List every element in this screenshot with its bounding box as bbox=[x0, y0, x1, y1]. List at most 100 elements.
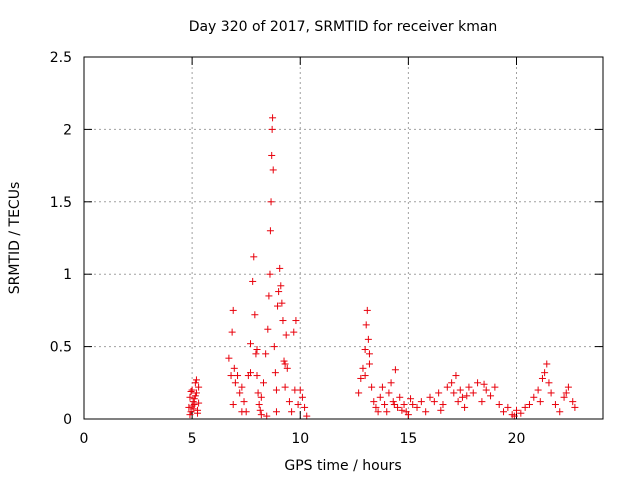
y-tick-label: 0 bbox=[63, 412, 72, 428]
data-point bbox=[521, 403, 529, 411]
y-tick-label: 1 bbox=[63, 267, 72, 283]
data-point bbox=[278, 299, 286, 307]
data-point bbox=[361, 345, 369, 353]
data-point bbox=[301, 403, 309, 411]
data-point bbox=[231, 379, 239, 387]
data-point bbox=[422, 408, 430, 416]
data-point bbox=[250, 253, 258, 261]
data-point bbox=[359, 364, 367, 372]
data-point bbox=[478, 398, 486, 406]
x-tick-label: 5 bbox=[188, 431, 197, 447]
data-point bbox=[543, 360, 551, 368]
x-tick-label: 10 bbox=[291, 431, 309, 447]
data-point bbox=[240, 398, 248, 406]
data-point bbox=[394, 403, 402, 411]
data-point bbox=[292, 317, 300, 325]
data-point bbox=[454, 398, 462, 406]
data-point bbox=[253, 372, 261, 380]
data-point bbox=[413, 403, 421, 411]
data-point bbox=[355, 389, 363, 397]
data-point bbox=[276, 264, 284, 272]
data-point bbox=[188, 402, 196, 410]
y-tick-label: 0.5 bbox=[50, 340, 72, 356]
y-axis-label: SRMTID / TECUs bbox=[7, 182, 23, 295]
data-point bbox=[439, 401, 447, 409]
data-point bbox=[513, 406, 520, 414]
data-point bbox=[409, 401, 417, 409]
data-point bbox=[556, 408, 564, 416]
data-point bbox=[189, 398, 197, 406]
data-point bbox=[281, 360, 289, 368]
data-point bbox=[252, 350, 260, 358]
data-point bbox=[551, 401, 559, 409]
data-point bbox=[381, 401, 389, 409]
data-point bbox=[465, 383, 473, 391]
data-point bbox=[191, 379, 199, 387]
data-point bbox=[251, 311, 259, 319]
data-point bbox=[249, 277, 257, 285]
data-point bbox=[474, 379, 482, 387]
data-point bbox=[274, 302, 282, 310]
data-point bbox=[236, 389, 244, 397]
data-point bbox=[378, 383, 386, 391]
data-point bbox=[290, 328, 298, 336]
data-point bbox=[195, 383, 203, 391]
data-point bbox=[268, 151, 276, 159]
data-point bbox=[227, 372, 235, 380]
data-point bbox=[385, 389, 393, 397]
data-point bbox=[266, 227, 274, 235]
data-point bbox=[192, 376, 200, 384]
data-point bbox=[186, 411, 194, 419]
data-point bbox=[569, 398, 577, 406]
data-point bbox=[285, 398, 293, 406]
data-point bbox=[194, 409, 202, 417]
data-point bbox=[267, 198, 275, 206]
data-point bbox=[269, 166, 277, 174]
data-point bbox=[495, 401, 503, 409]
data-point bbox=[234, 372, 242, 380]
y-tick-label: 1.5 bbox=[50, 195, 72, 211]
data-point bbox=[291, 386, 299, 394]
tick-labels: 0 0.5 1 1.5 2 2.5 0 5 10 15 20 bbox=[50, 50, 526, 447]
data-point bbox=[262, 350, 270, 358]
x-tick-label: 20 bbox=[508, 431, 526, 447]
data-point bbox=[482, 386, 490, 394]
data-point bbox=[191, 392, 199, 400]
data-point bbox=[303, 412, 311, 420]
data-point bbox=[190, 395, 198, 403]
data-point bbox=[288, 408, 296, 416]
data-point bbox=[187, 387, 195, 395]
data-point bbox=[272, 386, 280, 394]
data-point bbox=[398, 406, 406, 414]
data-point bbox=[270, 343, 278, 351]
data-point bbox=[272, 408, 280, 416]
data-point bbox=[254, 389, 262, 397]
data-point bbox=[560, 393, 568, 401]
data-point bbox=[228, 328, 236, 336]
data-point bbox=[387, 379, 395, 387]
data-point bbox=[448, 379, 456, 387]
data-point bbox=[247, 340, 255, 348]
data-point bbox=[525, 401, 533, 409]
data-point bbox=[364, 335, 372, 343]
data-point bbox=[365, 350, 373, 358]
data-point bbox=[255, 401, 263, 409]
data-point bbox=[257, 411, 265, 419]
data-point bbox=[390, 401, 398, 409]
data-point bbox=[229, 401, 237, 409]
data-point bbox=[269, 114, 277, 122]
data-point bbox=[452, 372, 460, 380]
chart-title: Day 320 of 2017, SRMTID for receiver kma… bbox=[189, 19, 498, 35]
data-point bbox=[238, 383, 246, 391]
data-point bbox=[435, 389, 443, 397]
data-point bbox=[298, 393, 306, 401]
data-point bbox=[195, 399, 203, 407]
data-point bbox=[265, 292, 273, 300]
data-point bbox=[547, 389, 555, 397]
data-point bbox=[545, 379, 553, 387]
data-point bbox=[541, 369, 549, 377]
x-tick-label: 15 bbox=[399, 431, 417, 447]
data-point bbox=[376, 393, 384, 401]
data-point bbox=[443, 383, 451, 391]
data-point bbox=[266, 270, 274, 278]
